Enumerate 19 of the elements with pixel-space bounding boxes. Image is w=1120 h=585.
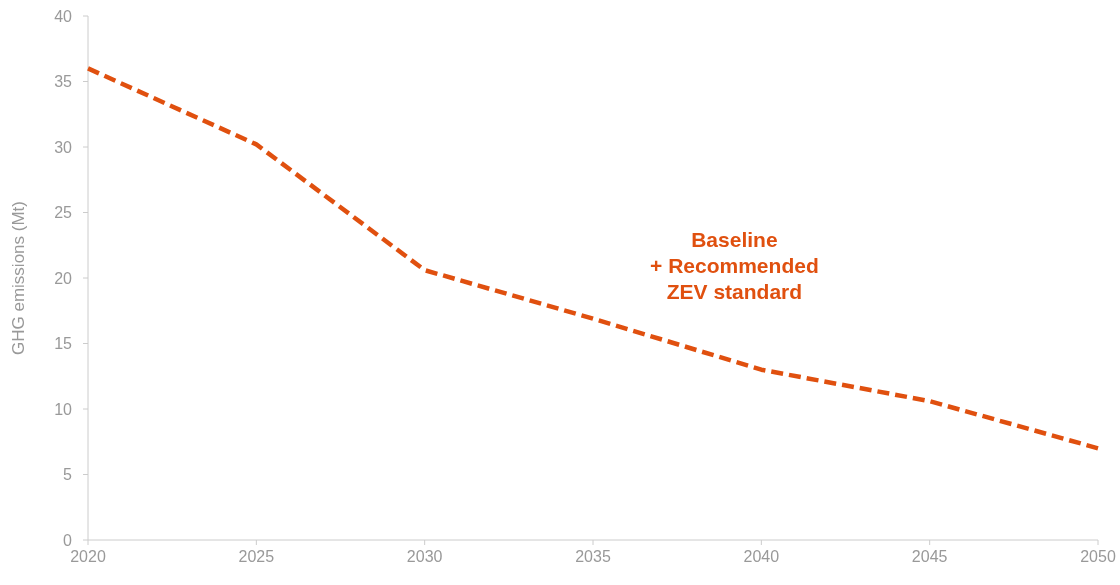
series-label: Baseline + Recommended ZEV standard	[650, 227, 819, 303]
x-tick-label: 2020	[70, 548, 106, 565]
x-tick-label: 2045	[911, 548, 948, 565]
y-tick-label: 25	[54, 204, 73, 222]
y-tick-label: 20	[54, 269, 73, 287]
y-tick-label: 5	[63, 466, 73, 484]
y-axis-title: GHG emissions (Mt)	[9, 201, 28, 355]
y-tick-label: 0	[63, 531, 73, 549]
y-tick-label: 15	[54, 335, 73, 353]
x-tick-label: 2035	[575, 548, 611, 565]
y-tick-label: 30	[54, 138, 73, 156]
x-tick-label: 2025	[238, 548, 275, 565]
y-tick-label: 10	[54, 400, 73, 418]
x-tick-label: 2030	[406, 548, 443, 565]
y-tick-label: 35	[54, 73, 73, 91]
x-tick-label: 2050	[1080, 548, 1116, 565]
line-series	[85, 66, 1101, 451]
y-tick-label: 40	[54, 7, 73, 25]
x-tick-label: 2040	[743, 548, 780, 565]
